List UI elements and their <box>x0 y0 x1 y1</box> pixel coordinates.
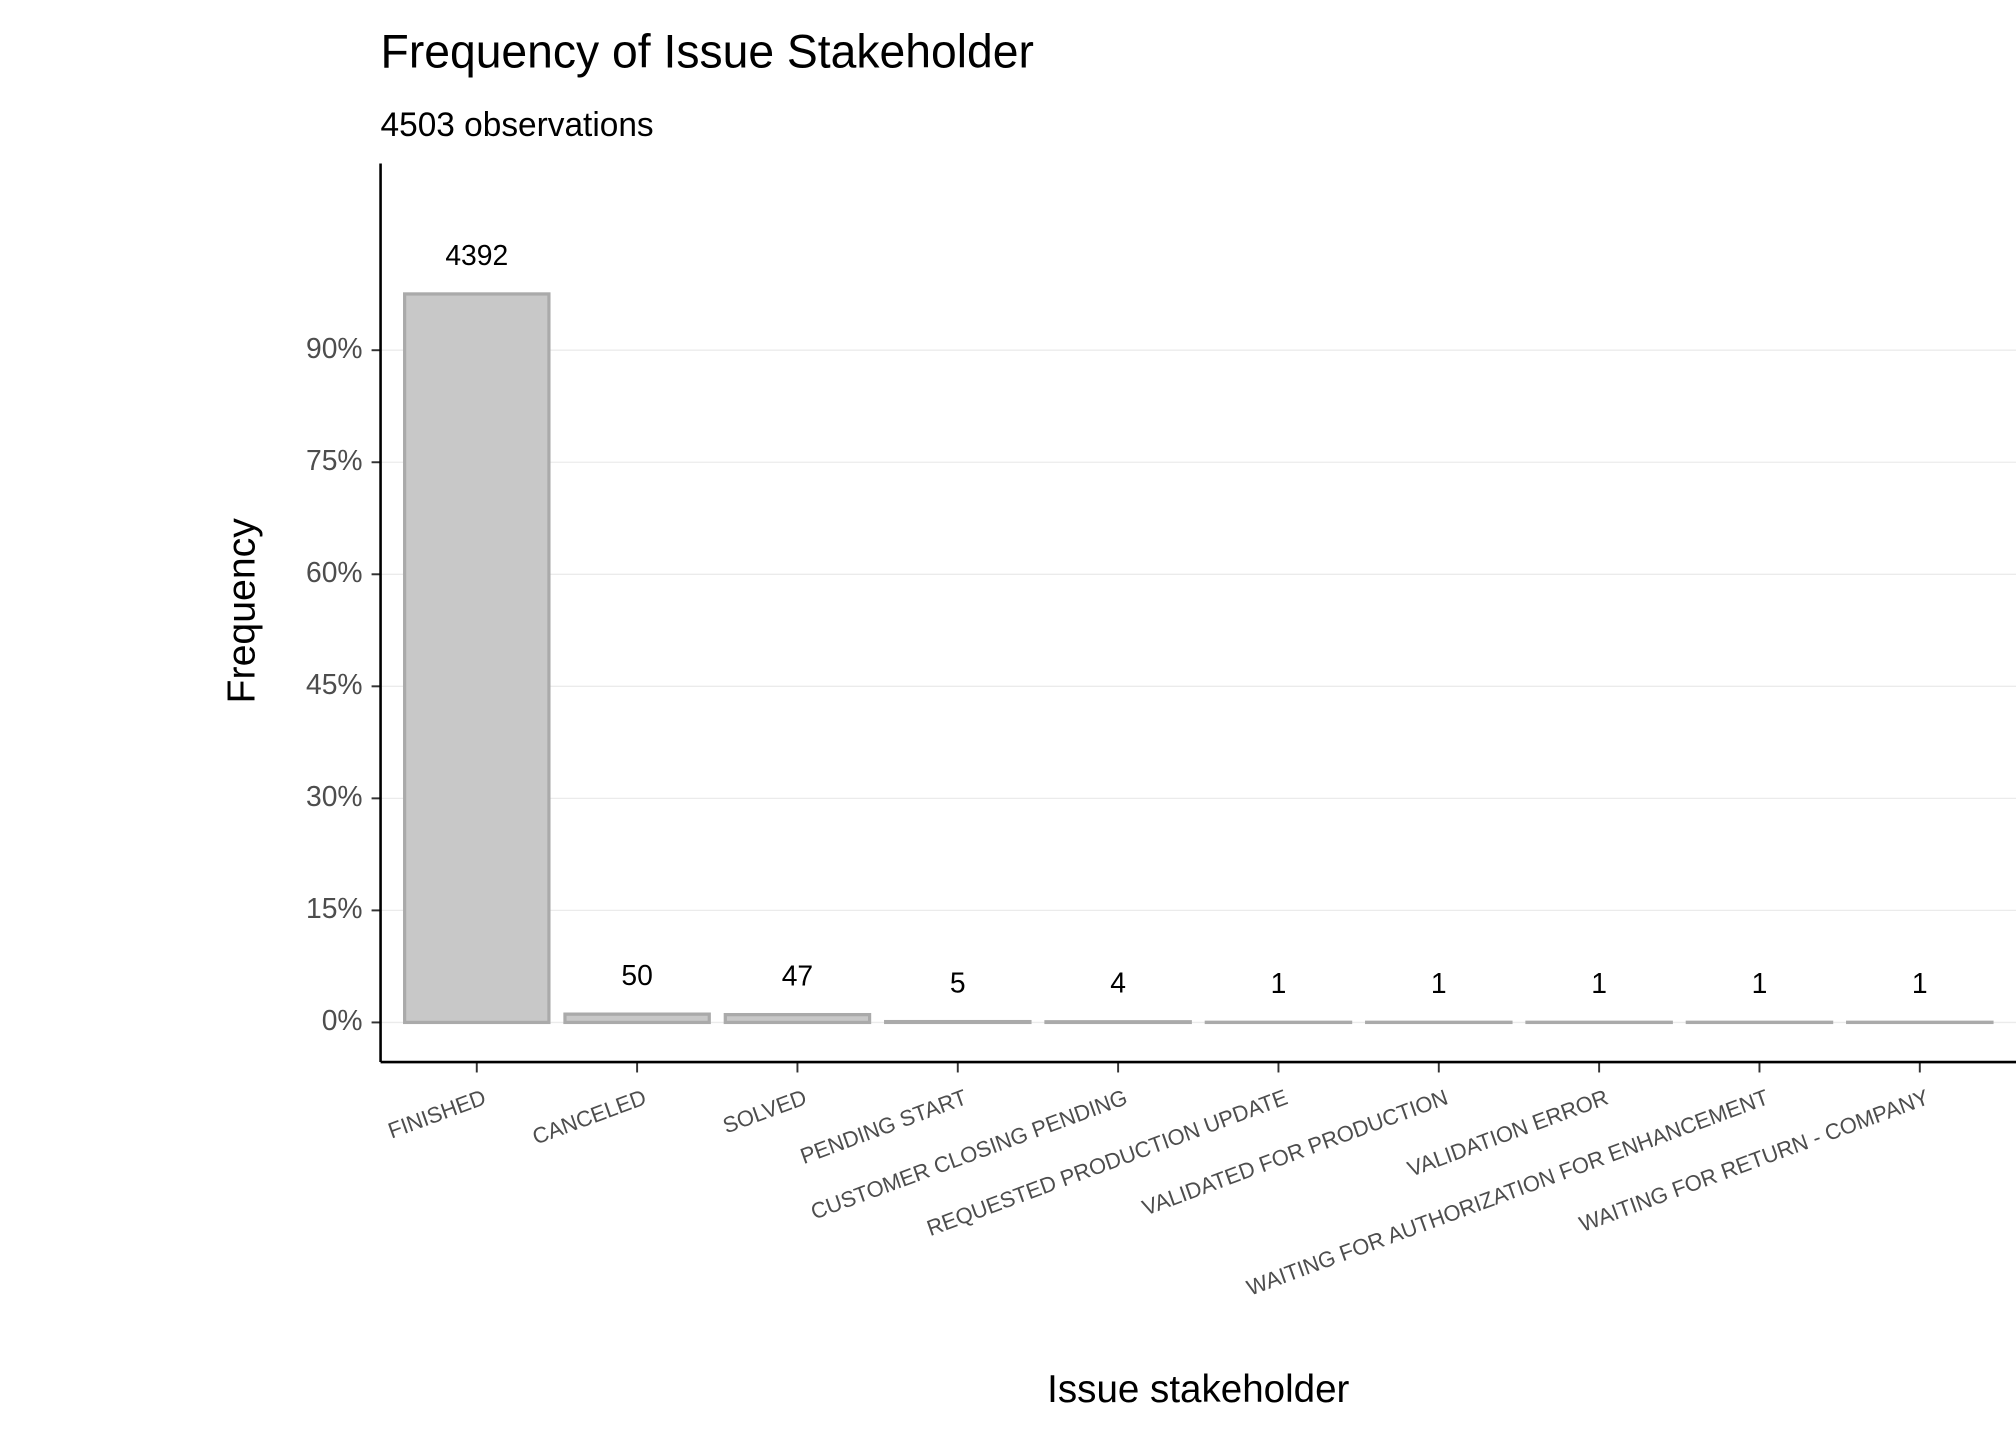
data-label: 1 <box>1752 968 1768 1000</box>
bar <box>884 1019 1032 1025</box>
y-tick-label: 75% <box>306 445 363 477</box>
y-tick-label: 0% <box>322 1005 363 1037</box>
data-label: 5 <box>950 967 966 999</box>
x-tick-label: FINISHED <box>385 1084 489 1143</box>
data-label: 50 <box>621 960 652 992</box>
chart-subtitle: 4503 observations <box>381 106 654 144</box>
y-axis-title: Frequency <box>221 518 264 704</box>
y-tick-label: 30% <box>306 781 363 813</box>
y-tick-label: 60% <box>306 557 363 589</box>
data-label: 4392 <box>445 240 508 272</box>
bar <box>1044 1020 1192 1025</box>
data-label: 1 <box>1912 968 1928 1000</box>
x-tick-label: SOLVED <box>719 1084 809 1138</box>
bar <box>403 292 551 1025</box>
x-tick-label: CANCELED <box>529 1084 649 1149</box>
y-tick-label: 15% <box>306 893 363 925</box>
data-label: 1 <box>1431 968 1447 1000</box>
data-label: 1 <box>1271 968 1287 1000</box>
data-label: 1 <box>1591 968 1607 1000</box>
chart-title: Frequency of Issue Stakeholder <box>381 25 1034 77</box>
bar <box>563 1012 711 1025</box>
y-tick-label: 90% <box>306 333 363 365</box>
x-axis-title: Issue stakeholder <box>1047 1368 1349 1411</box>
bar <box>723 1012 872 1025</box>
y-tick-label: 45% <box>306 669 363 701</box>
data-label: 4 <box>1110 968 1126 1000</box>
data-label: 47 <box>782 960 813 992</box>
x-tick-label: VALIDATED FOR PRODUCTION <box>1139 1084 1451 1220</box>
